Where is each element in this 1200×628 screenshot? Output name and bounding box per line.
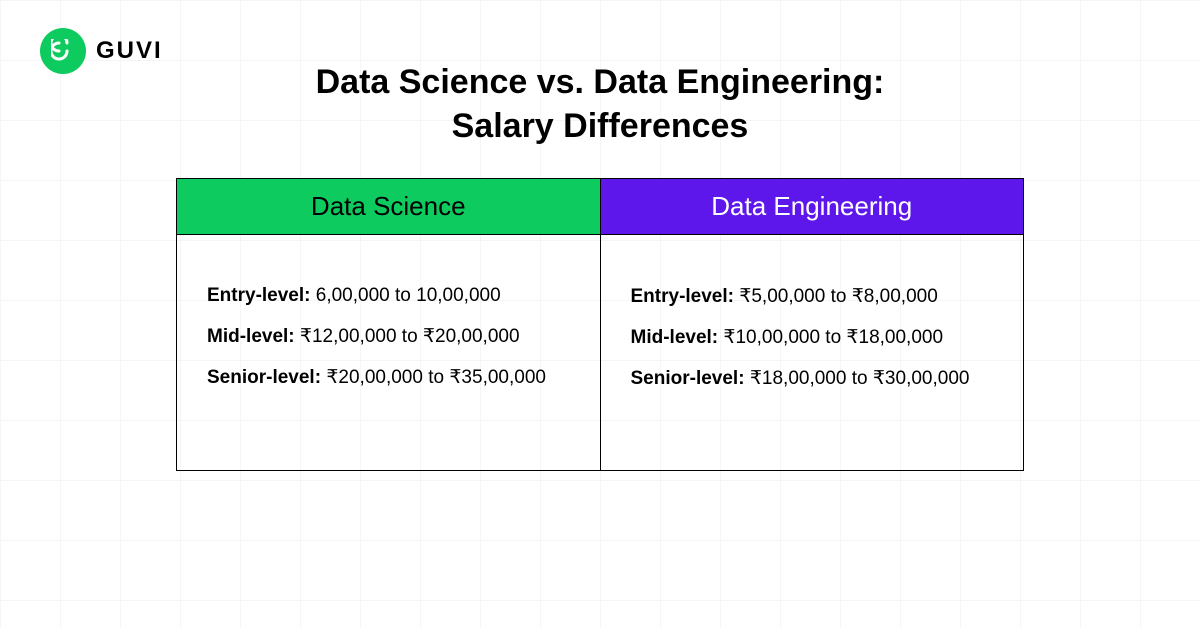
salary-level-value: ₹20,00,000 to ₹35,00,000 [326, 367, 546, 388]
salary-comparison-table: Data Science Data Engineering Entry-leve… [176, 178, 1024, 471]
title-line-2: Salary Differences [0, 104, 1200, 148]
brand-logo: GUVI [40, 28, 163, 74]
salary-level-value: ₹10,00,000 to ₹18,00,000 [723, 327, 943, 348]
salary-level-label: Senior-level: [207, 367, 321, 388]
brand-name: GUVI [96, 37, 163, 65]
salary-level-value: ₹12,00,000 to ₹20,00,000 [300, 326, 520, 347]
salary-level-label: Senior-level: [631, 368, 745, 389]
salary-row: Mid-level: ₹10,00,000 to ₹18,00,000 [631, 326, 994, 349]
salary-level-label: Entry-level: [207, 285, 310, 306]
column-header-data-science: Data Science [177, 179, 601, 235]
salary-row: Entry-level: ₹5,00,000 to ₹8,00,000 [631, 285, 994, 308]
brand-logo-icon [40, 28, 86, 74]
salary-level-value: ₹18,00,000 to ₹30,00,000 [750, 368, 970, 389]
title-line-1: Data Science vs. Data Engineering: [0, 60, 1200, 104]
cell-data-science: Entry-level: 6,00,000 to 10,00,000 Mid-l… [177, 235, 601, 471]
salary-level-label: Mid-level: [207, 326, 295, 347]
salary-level-value: 6,00,000 to 10,00,000 [316, 285, 501, 306]
salary-row: Entry-level: 6,00,000 to 10,00,000 [207, 285, 570, 307]
cell-data-engineering: Entry-level: ₹5,00,000 to ₹8,00,000 Mid-… [600, 235, 1024, 471]
salary-row: Mid-level: ₹12,00,000 to ₹20,00,000 [207, 325, 570, 348]
page-title: Data Science vs. Data Engineering: Salar… [0, 0, 1200, 148]
column-header-data-engineering: Data Engineering [600, 179, 1024, 235]
salary-level-label: Mid-level: [631, 327, 719, 348]
salary-level-value: ₹5,00,000 to ₹8,00,000 [739, 286, 938, 307]
salary-level-label: Entry-level: [631, 286, 734, 307]
salary-row: Senior-level: ₹20,00,000 to ₹35,00,000 [207, 366, 570, 389]
salary-row: Senior-level: ₹18,00,000 to ₹30,00,000 [631, 367, 994, 390]
